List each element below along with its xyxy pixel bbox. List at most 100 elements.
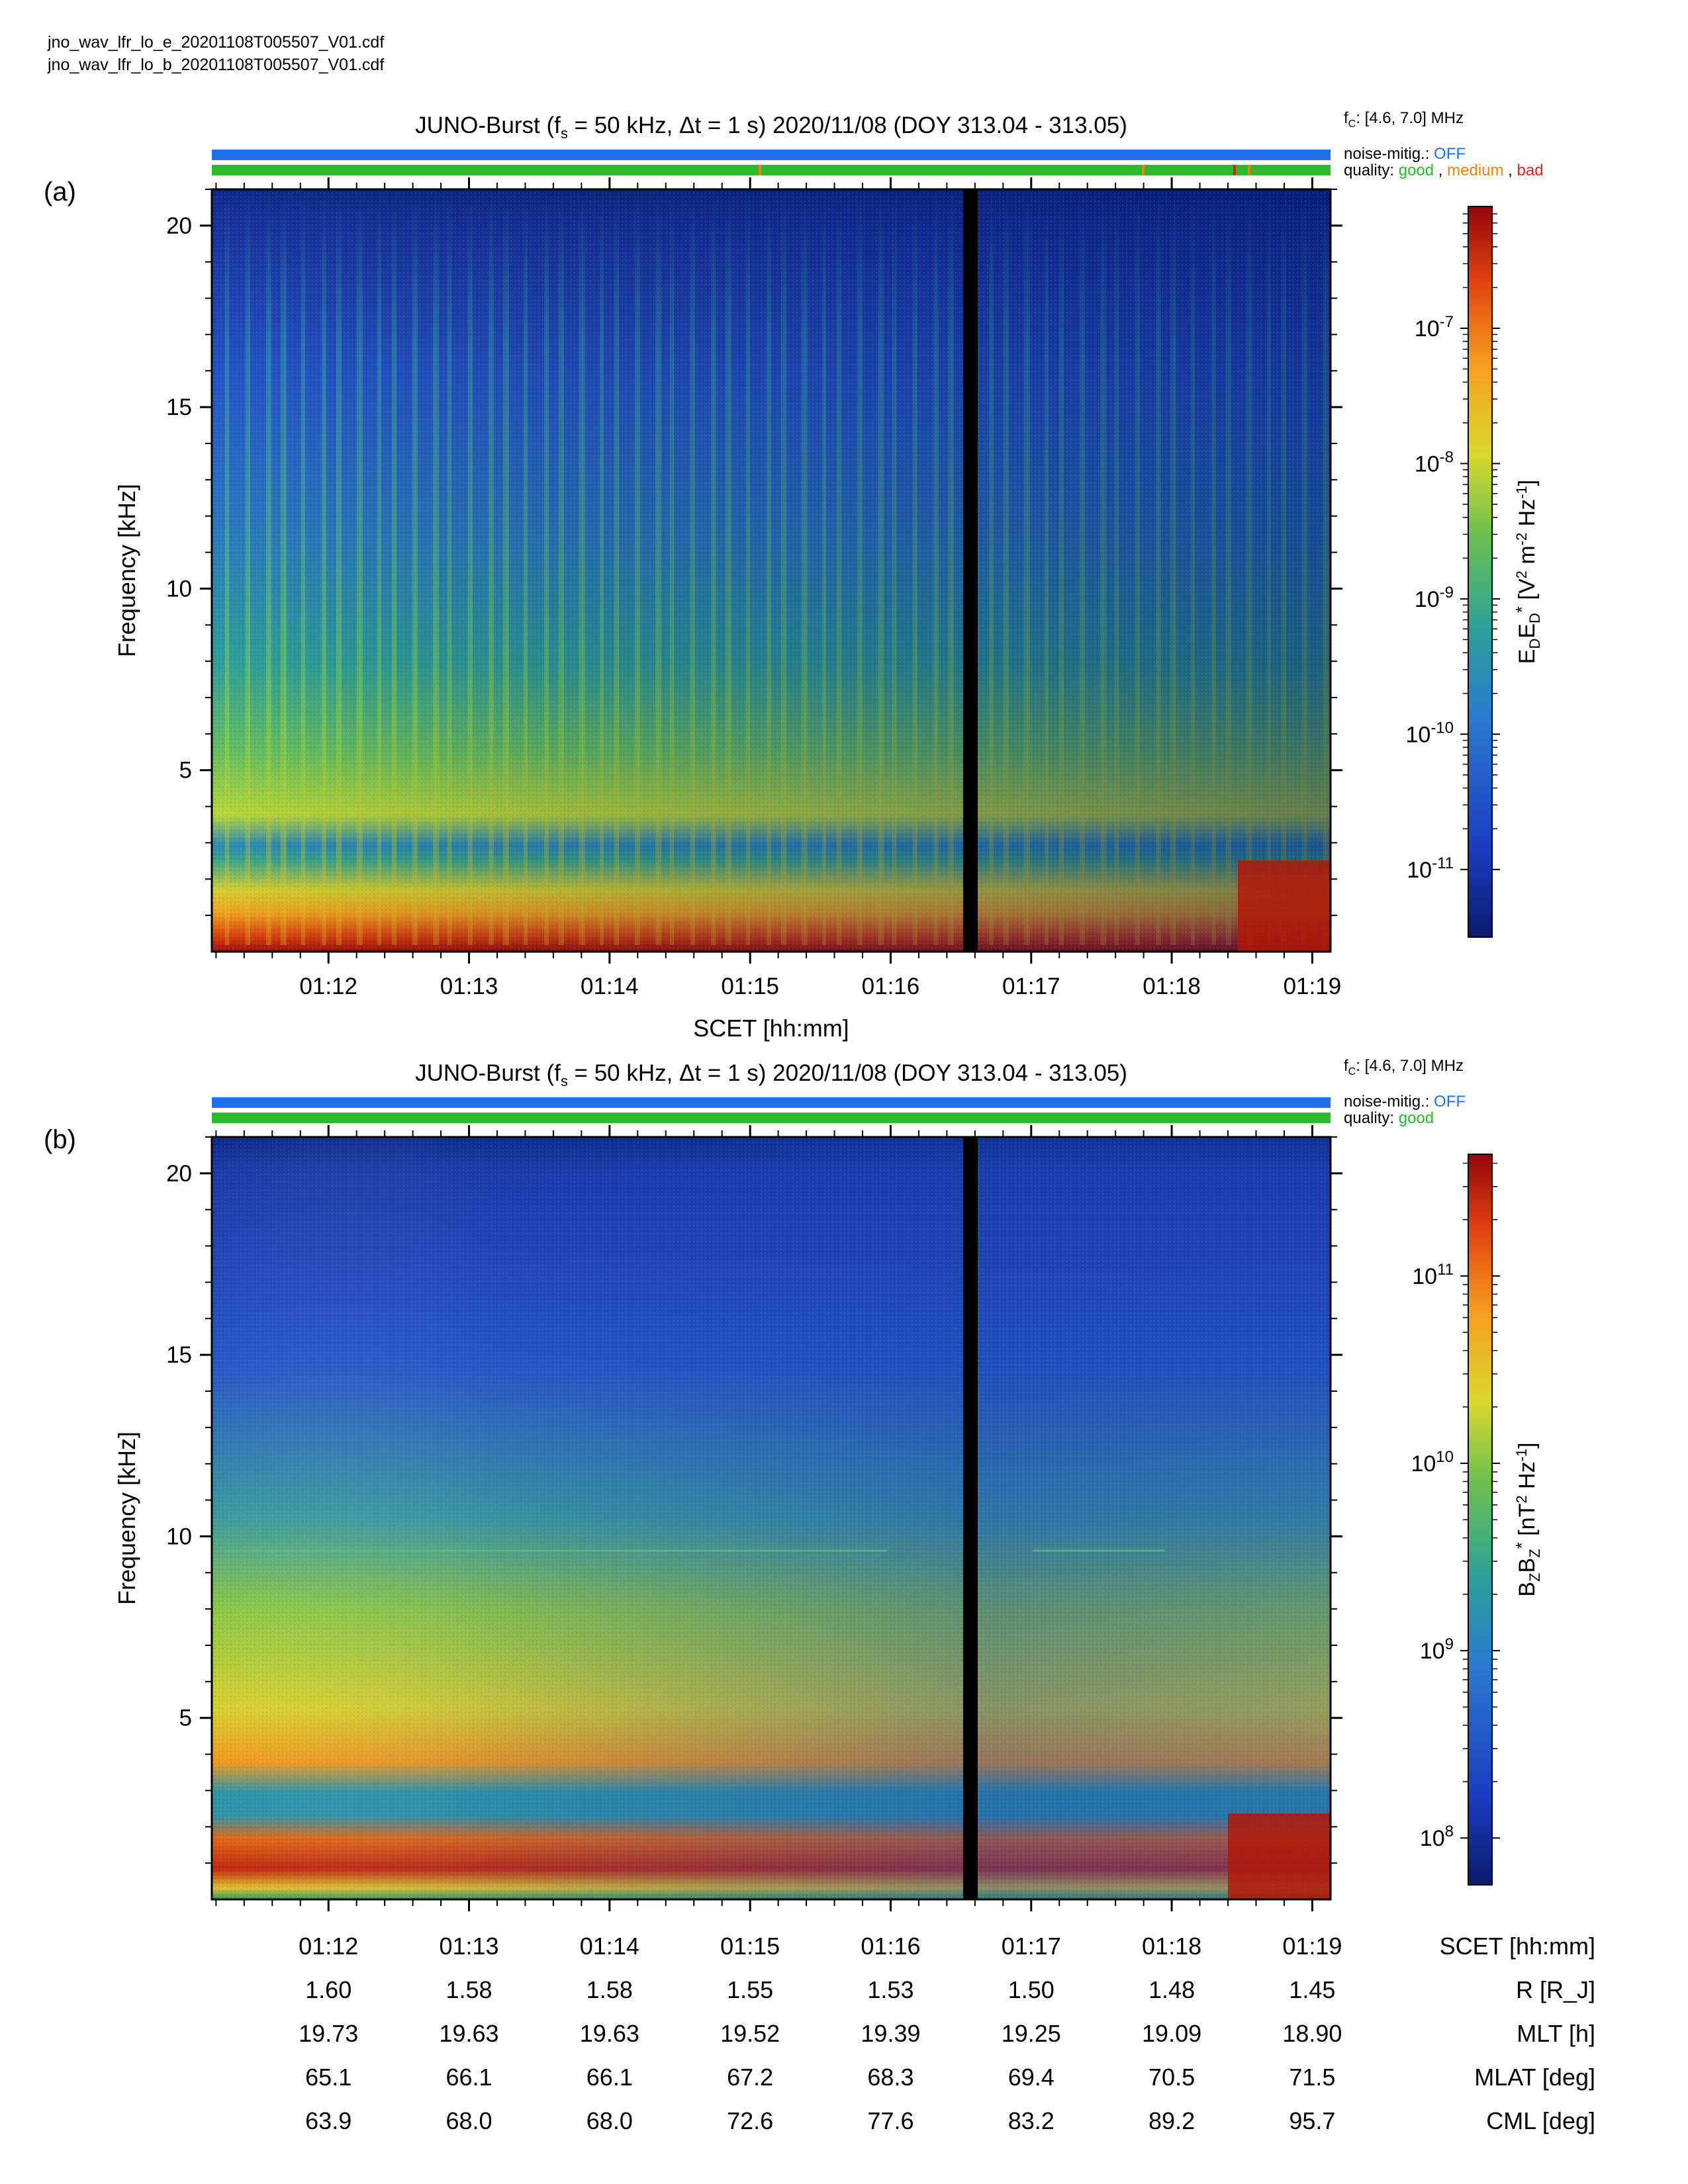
ephemeris-row-label: MLAT [deg]: [1474, 2064, 1595, 2091]
y-tick-label: 10: [166, 576, 192, 602]
x-tick-label: 01:12: [299, 974, 357, 999]
colorbar-a: 10-11 10-10 10-9 10-8 10-7 EDED* [V2 m-2 Hz-…: [1405, 206, 1543, 938]
panel-a-label: (a): [44, 177, 76, 206]
panel-b-fc: fC: [4.6, 7.0] MHz: [1344, 1057, 1464, 1077]
ephemeris-value: 01:15: [720, 1933, 780, 1960]
ephemeris-value: 69.4: [1008, 2064, 1055, 2091]
ephemeris-value: 71.5: [1289, 2064, 1336, 2091]
ephemeris-value: 01:16: [861, 1933, 921, 1960]
colorbar-tick-label: 10-9: [1415, 584, 1454, 612]
colorbar-tick-label: 108: [1420, 1823, 1454, 1851]
y-tick-label: 10: [166, 1524, 192, 1549]
panel-a-texture: [212, 189, 1331, 952]
panel-b-plot: 5 10 15 20: [166, 1125, 1342, 1911]
colorbar-tick-label: 10-10: [1405, 719, 1454, 747]
ephemeris-value: 01:13: [439, 1933, 499, 1960]
colorbar-b-ticks: 108 109 1010 1011: [1411, 1162, 1500, 1851]
panel-b-noise-legend: noise-mitig.: OFF: [1344, 1093, 1466, 1111]
ephemeris-row-label: CML [deg]: [1486, 2107, 1595, 2134]
ephemeris-value: 19.52: [720, 2020, 780, 2047]
panel-a-quality-legend: quality: good , medium , bad: [1344, 161, 1544, 179]
ephemeris-value: 66.1: [586, 2064, 633, 2091]
colorbar-tick-label: 1011: [1412, 1261, 1454, 1289]
panel-b-data-gap: [963, 1137, 978, 1899]
x-tick-label: 01:19: [1284, 974, 1342, 999]
ephemeris-value: 66.1: [445, 2064, 492, 2091]
ephemeris-value: 19.73: [299, 2020, 359, 2047]
ephemeris-value: 72.6: [727, 2107, 774, 2134]
panel-b-title: JUNO-Burst (fs = 50 kHz, Δt = 1 s) 2020/…: [415, 1060, 1127, 1089]
panel-a-xlabel: SCET [hh:mm]: [693, 1015, 849, 1042]
x-tick-label: 01:16: [862, 974, 920, 999]
panel-a-data-gap: [963, 189, 978, 952]
ephemeris-value: 70.5: [1149, 2064, 1196, 2091]
x-tick-label: 01:15: [721, 974, 779, 999]
ephemeris-value: 83.2: [1008, 2107, 1055, 2134]
panel-b-label: (b): [44, 1125, 76, 1154]
panel-a-noise-legend: noise-mitig.: OFF: [1344, 145, 1466, 163]
ephemeris-value: 01:18: [1142, 1933, 1202, 1960]
y-tick-label: 5: [179, 1706, 192, 1731]
ephemeris-value: 95.7: [1289, 2107, 1336, 2134]
y-tick-label: 15: [166, 394, 192, 420]
ephemeris-value: 1.58: [445, 1976, 492, 2003]
x-tick-label: 01:13: [440, 974, 498, 999]
ephemeris-value: 01:12: [299, 1933, 359, 1960]
ephemeris-value: 65.1: [305, 2064, 352, 2091]
y-tick-label: 5: [179, 758, 192, 784]
panel-b-quality-bar: [212, 1113, 1331, 1123]
colorbar-tick-label: 10-7: [1415, 313, 1454, 341]
panel-a-noise-bar: [212, 150, 1331, 160]
ephemeris-value: 1.53: [867, 1976, 914, 2003]
ephemeris-value: 01:14: [579, 1933, 639, 1960]
ephemeris-value: 1.48: [1149, 1976, 1196, 2003]
ephemeris-value: 19.63: [579, 2020, 639, 2047]
panel-b-quality-legend: quality: good: [1344, 1109, 1434, 1127]
panel-a-plot: 5 10 15 20 01:12 01:13 01:14 01:15 01:16 01:17 01:…: [166, 177, 1342, 999]
ephemeris-value: 1.58: [586, 1976, 633, 2003]
panel-a-ylabel: Frequency [kHz]: [113, 484, 140, 657]
panel-b-enhancement: [1228, 1813, 1331, 1899]
ephemeris-value: 1.50: [1008, 1976, 1055, 2003]
ephemeris-value: 77.6: [867, 2107, 914, 2134]
colorbar-tick-label: 10-8: [1415, 448, 1454, 477]
ephemeris-value: 19.63: [439, 2020, 499, 2047]
quality-flag-medium: [1248, 165, 1250, 175]
y-tick-label: 20: [166, 213, 192, 239]
ephemeris-value: 89.2: [1149, 2107, 1196, 2134]
panel-b-noise-bar: [212, 1097, 1331, 1108]
colorbar-b: 108 109 1010 1011 BZBZ* [nT2 Hz-1]: [1411, 1154, 1543, 1886]
filename-b: jno_wav_lfr_lo_b_20201108T005507_V01.cdf: [48, 56, 385, 74]
colorbar-b-label: BZBZ* [nT2 Hz-1]: [1512, 1442, 1543, 1596]
panel-a-axes: 5 10 15 20 01:12 01:13 01:14 01:15 01:16 01:17 01:…: [166, 177, 1342, 999]
ephemeris-value: 68.0: [586, 2107, 633, 2134]
ephemeris-value: 67.2: [727, 2064, 774, 2091]
colorbar-tick-label: 109: [1420, 1635, 1454, 1664]
colorbar-a-label: EDED* [V2 m-2 Hz-1]: [1512, 480, 1543, 664]
panel-a-frame: [211, 188, 1332, 953]
x-tick-label: 01:14: [581, 974, 639, 999]
colorbar-a-gradient: [1468, 206, 1493, 938]
ephemeris-value: 01:17: [1001, 1933, 1061, 1960]
panel-b-ylabel: Frequency [kHz]: [113, 1432, 140, 1605]
ephemeris-value: 1.55: [727, 1976, 774, 2003]
ephemeris-value: 1.60: [305, 1976, 352, 2003]
ephemeris-value: 18.90: [1282, 2020, 1342, 2047]
quality-flag-medium: [1142, 165, 1145, 175]
colorbar-tick-label: 10-11: [1407, 854, 1454, 883]
y-tick-label: 15: [166, 1342, 192, 1368]
ephemeris-value: 19.25: [1001, 2020, 1061, 2047]
panel-b-frame: [211, 1136, 1332, 1901]
ephemeris-row-label: SCET [hh:mm]: [1439, 1933, 1595, 1960]
colorbar-b-gradient: [1468, 1154, 1493, 1886]
ephemeris-value: 68.0: [445, 2107, 492, 2134]
ephemeris-value: 68.3: [867, 2064, 914, 2091]
panel-b-axes: 5 10 15 20: [166, 1125, 1342, 1911]
ephemeris-row-label: MLT [h]: [1517, 2020, 1595, 2047]
y-tick-label: 20: [166, 1161, 192, 1187]
x-tick-label: 01:18: [1143, 974, 1201, 999]
quality-flag-bad: [1233, 165, 1236, 175]
panel-b-texture: [212, 1137, 1331, 1899]
panel-a-fc: fC: [4.6, 7.0] MHz: [1344, 109, 1464, 130]
